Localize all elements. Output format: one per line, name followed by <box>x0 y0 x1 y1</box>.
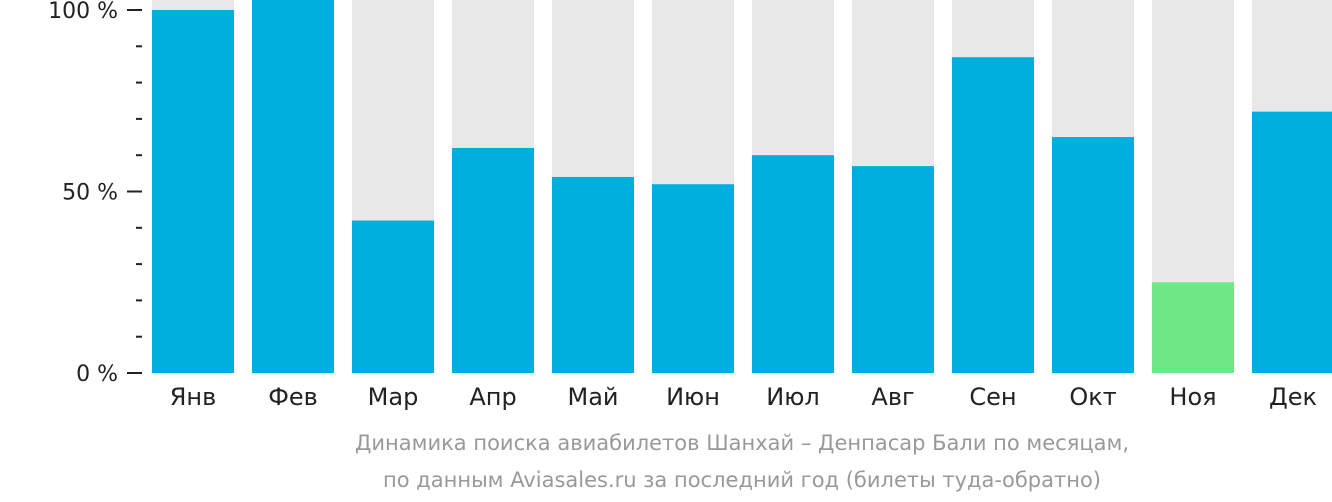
x-tick-label: Июл <box>766 383 820 411</box>
bar-4 <box>452 147 534 373</box>
x-tick-label: Мар <box>368 383 419 411</box>
x-tick-label: Фев <box>268 383 318 411</box>
x-tick-label: Авг <box>871 383 914 411</box>
bar-10 <box>1052 137 1134 373</box>
bar-9 <box>952 57 1034 373</box>
bar-1 <box>152 10 234 373</box>
bars-group <box>152 0 1332 373</box>
bar-2 <box>252 0 334 373</box>
y-tick-label: 0 % <box>76 362 118 387</box>
y-axis: 0 % 50 % 100 % <box>48 0 142 387</box>
x-tick-label: Апр <box>469 383 516 411</box>
category-labels: Янв Фев Мар Апр Май Июн Июл Авг Сен Окт Ноя Дек <box>170 383 1317 411</box>
bar-11 <box>1152 282 1234 373</box>
x-tick-label: Май <box>567 383 618 411</box>
x-tick-label: Ноя <box>1169 383 1216 411</box>
bar-5 <box>552 176 634 373</box>
bar-12 <box>1252 111 1332 373</box>
y-tick-label: 50 % <box>62 181 118 206</box>
x-tick-label: Июн <box>666 383 720 411</box>
bar-8 <box>852 166 934 373</box>
chart-caption-line-1: Динамика поиска авиабилетов Шанхай – Ден… <box>354 431 1130 455</box>
bar-6 <box>652 184 734 373</box>
bar-7 <box>752 155 834 373</box>
x-tick-label: Сен <box>969 383 1016 411</box>
bar-chart: 0 % 50 % 100 % Янв Фев Мар Апр Май Июн Июл Авг Сен… <box>48 0 1332 411</box>
chart-caption-line-2: по данным Aviasales.ru за последний год … <box>383 468 1101 492</box>
x-tick-label: Окт <box>1069 383 1116 411</box>
bar-3 <box>352 220 434 373</box>
x-tick-label: Дек <box>1269 383 1317 411</box>
y-tick-label: 100 % <box>48 0 118 24</box>
x-tick-label: Янв <box>170 383 217 411</box>
